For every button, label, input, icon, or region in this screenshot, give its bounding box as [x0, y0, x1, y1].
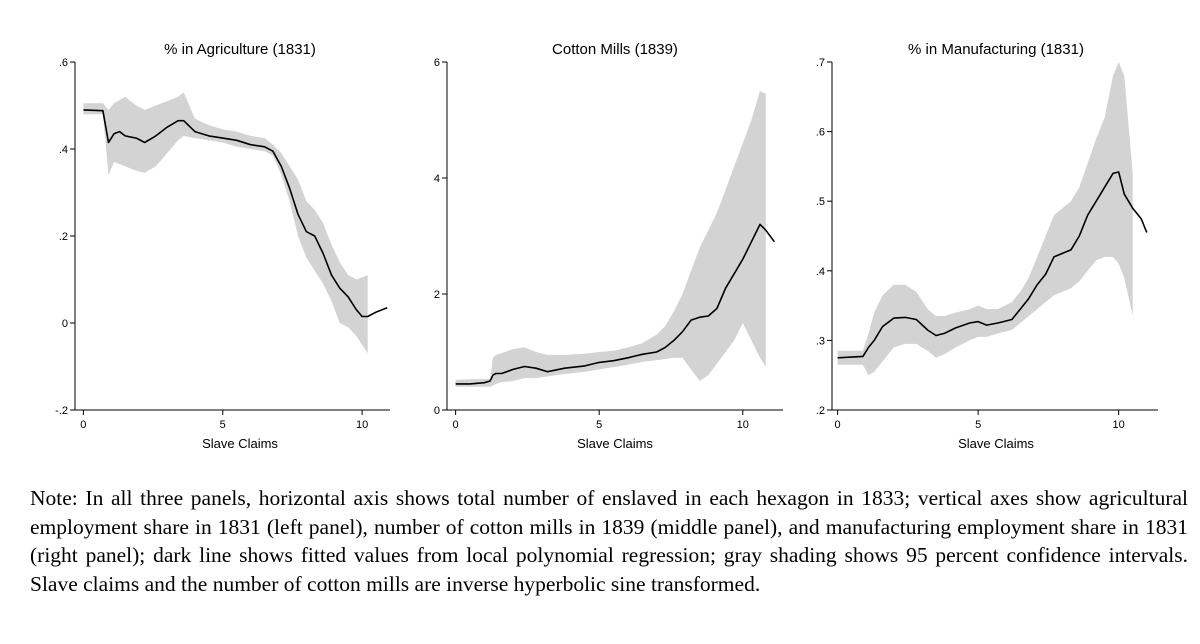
panel-title: % in Agriculture (1831)	[164, 41, 316, 58]
panel-2: Cotton Mills (1839) 0 2 4 6 0 5 10 Slave Claims	[434, 41, 783, 451]
y-tick-label: .2	[59, 231, 68, 243]
x-tick-label: 5	[596, 419, 602, 431]
y-tick-label: -.2	[55, 405, 68, 417]
y-tick-label: 0	[62, 318, 68, 330]
figure: % in Agriculture (1831) -.2 0 .2 .4 .6 0 5 10 Sla…	[55, 41, 1158, 451]
x-tick-label: 0	[453, 419, 459, 431]
panel-3: % in Manufacturing (1831) .2 .3 .4 .5 .6 .7 0 5 1…	[816, 41, 1158, 451]
confidence-band	[83, 92, 368, 354]
fitted-line	[837, 171, 1148, 359]
fitted-line	[455, 223, 776, 385]
x-tick-label: 5	[220, 419, 226, 431]
x-axis-label: Slave Claims	[577, 436, 653, 451]
x-axis-label: Slave Claims	[202, 436, 278, 451]
y-tick-label: .5	[816, 196, 825, 208]
y-tick-label: 4	[434, 173, 440, 185]
y-tick-label: .4	[816, 266, 825, 278]
confidence-band	[837, 62, 1133, 376]
confidence-band	[455, 91, 766, 387]
x-tick-label: 0	[80, 419, 86, 431]
panel-title: % in Manufacturing (1831)	[908, 41, 1084, 58]
y-tick-label: .7	[816, 57, 825, 69]
y-tick-label: .2	[816, 405, 825, 417]
y-tick-label: .4	[59, 144, 68, 156]
y-tick-label: .6	[59, 57, 68, 69]
x-tick-label: 10	[1113, 419, 1125, 431]
y-tick-label: 2	[434, 289, 440, 301]
x-tick-label: 0	[835, 419, 841, 431]
y-tick-label: .3	[816, 335, 825, 347]
figure-note: Note: In all three panels, horizontal ax…	[30, 486, 1188, 596]
panel-1: % in Agriculture (1831) -.2 0 .2 .4 .6 0 5 10 Sla…	[55, 41, 390, 451]
x-axis-label: Slave Claims	[958, 436, 1034, 451]
fitted-line	[83, 109, 388, 318]
y-tick-label: 0	[434, 405, 440, 417]
y-tick-label: .6	[816, 127, 825, 139]
x-tick-label: 5	[975, 419, 981, 431]
y-tick-label: 6	[434, 57, 440, 69]
x-tick-label: 10	[737, 419, 749, 431]
panel-title: Cotton Mills (1839)	[552, 41, 678, 58]
x-tick-label: 10	[356, 419, 368, 431]
